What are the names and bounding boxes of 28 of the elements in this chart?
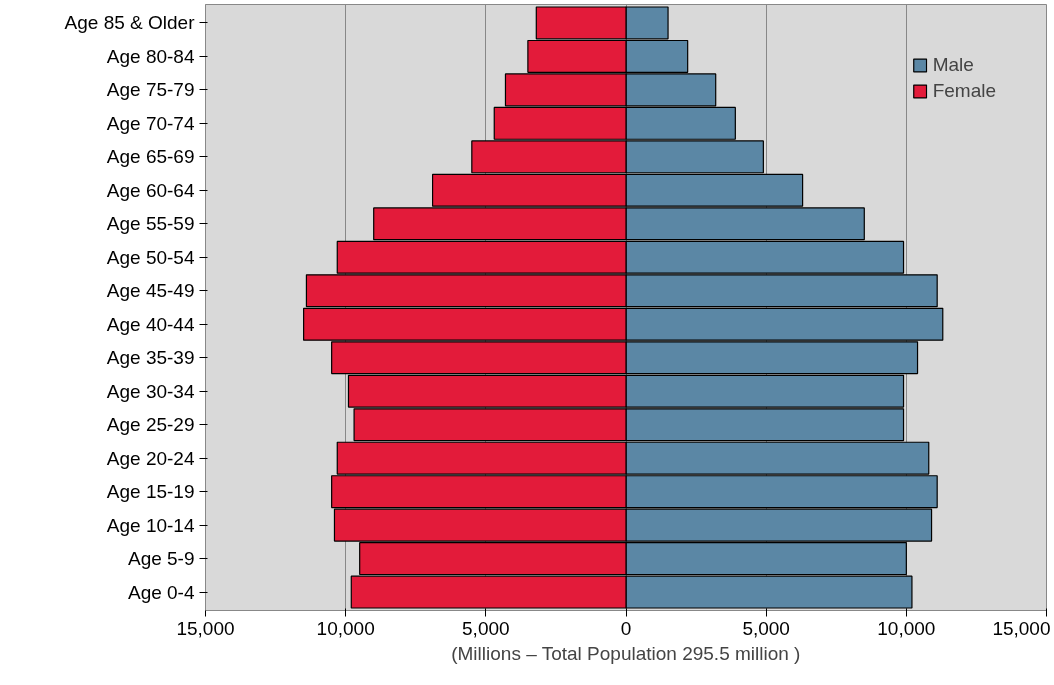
y-tick-label: Age 55-59 bbox=[106, 213, 195, 235]
y-tick-label: Age 25-29 bbox=[106, 414, 195, 436]
legend-label: Male bbox=[932, 54, 974, 76]
x-tick-label: 0 bbox=[620, 617, 632, 639]
y-tick-label: Age 15-19 bbox=[106, 481, 195, 503]
y-tick-label: Age 40-44 bbox=[106, 313, 195, 335]
x-tick-label: 10,000 bbox=[316, 617, 375, 639]
x-tick-label: 15,000 bbox=[176, 617, 235, 639]
x-tick-label: 5,000 bbox=[742, 617, 790, 639]
x-tick-label: 10,000 bbox=[877, 617, 936, 639]
y-tick-label: Age 60-64 bbox=[106, 179, 195, 201]
x-tick-label: 15,000 bbox=[992, 617, 1051, 639]
y-tick-label: Age 35-39 bbox=[106, 347, 195, 369]
y-tick-label: Age 65-69 bbox=[106, 146, 195, 168]
y-tick-label: Age 75-79 bbox=[106, 79, 195, 101]
x-tick-label: 5,000 bbox=[462, 617, 510, 639]
y-tick-label: Age 5-9 bbox=[127, 548, 195, 570]
y-tick-label: Age 0-4 bbox=[127, 581, 195, 603]
x-axis-title: (Millions – Total Population 295.5 million ) bbox=[451, 642, 801, 664]
y-tick-label: Age 45-49 bbox=[106, 280, 195, 302]
y-tick-label: Age 85 & Older bbox=[64, 12, 196, 34]
y-tick-label: Age 10-14 bbox=[106, 514, 195, 536]
legend-label: Female bbox=[932, 80, 996, 102]
y-tick-label: Age 50-54 bbox=[106, 246, 195, 268]
y-tick-label: Age 20-24 bbox=[106, 447, 195, 469]
y-tick-label: Age 70-74 bbox=[106, 112, 195, 134]
y-tick-label: Age 80-84 bbox=[106, 45, 195, 67]
y-tick-label: Age 30-34 bbox=[106, 380, 195, 402]
